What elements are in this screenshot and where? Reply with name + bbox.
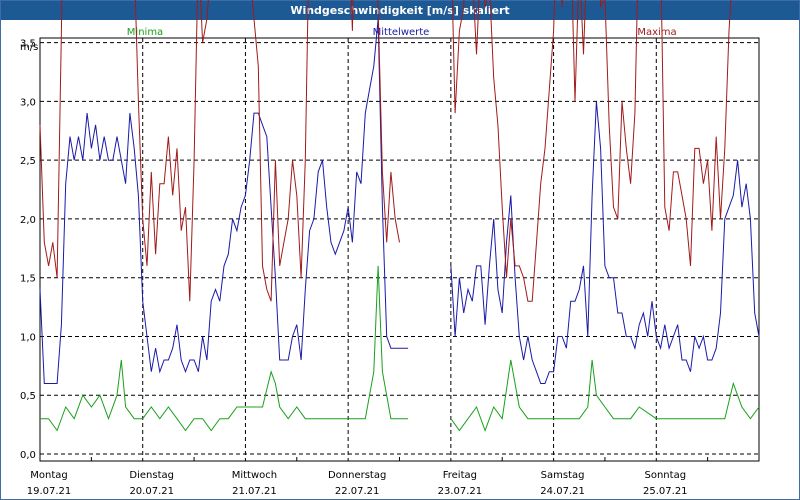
legend: Minima Mittelwerte Maxima	[127, 27, 677, 38]
y-tick-label: 2,0	[20, 215, 36, 226]
y-tick-label: 0,0	[20, 450, 36, 461]
y-tick-label: 0,5	[20, 391, 36, 402]
x-tick-day: Mittwoch	[232, 470, 277, 481]
y-tick-label: 1,0	[20, 332, 36, 343]
y-tick-label: 3,0	[20, 97, 36, 108]
x-tick-date: 19.07.21	[27, 486, 72, 497]
series-line-maxima	[451, 0, 732, 302]
series-line-minima	[450, 359, 760, 432]
series-lines	[39, 0, 760, 432]
y-tick-label: 3,5	[20, 39, 36, 50]
plot-area	[39, 37, 760, 462]
x-tick-day: Montag	[30, 470, 67, 481]
series-line-minima	[40, 265, 409, 432]
y-axis: 0,00,51,01,52,02,53,03,54,04,55,05,56,06…	[20, 39, 36, 461]
x-tick-day: Dienstag	[129, 470, 174, 481]
y-tick-label: 1,5	[20, 274, 36, 285]
legend-entry: Mittelwerte	[373, 27, 430, 38]
x-axis: Montag 19.07.21 Dienstag 20.07.21 Mittwoch 21…	[27, 470, 688, 497]
x-tick-date: 24.07.21	[540, 486, 585, 497]
x-tick-day: Freitag	[443, 470, 477, 481]
x-tick-date: 25.07.21	[643, 486, 688, 497]
series-line-mittelwerte	[450, 101, 760, 384]
legend-entry: Maxima	[637, 27, 676, 38]
legend-entry: Minima	[127, 27, 163, 38]
series-line-mittelwerte	[39, 19, 409, 384]
x-tick-date: 22.07.21	[335, 486, 380, 497]
y-tick-label: 2,5	[20, 156, 36, 167]
grid-lines	[40, 38, 759, 461]
x-tick-day: Sonntag	[645, 470, 687, 481]
x-tick-day: Donnerstag	[328, 470, 386, 481]
y-axis-label: m/s	[20, 42, 38, 53]
x-tick-date: 21.07.21	[232, 486, 277, 497]
x-tick-day: Samstag	[541, 470, 585, 481]
x-tick-date: 20.07.21	[129, 486, 174, 497]
x-tick-date: 23.07.21	[438, 486, 483, 497]
